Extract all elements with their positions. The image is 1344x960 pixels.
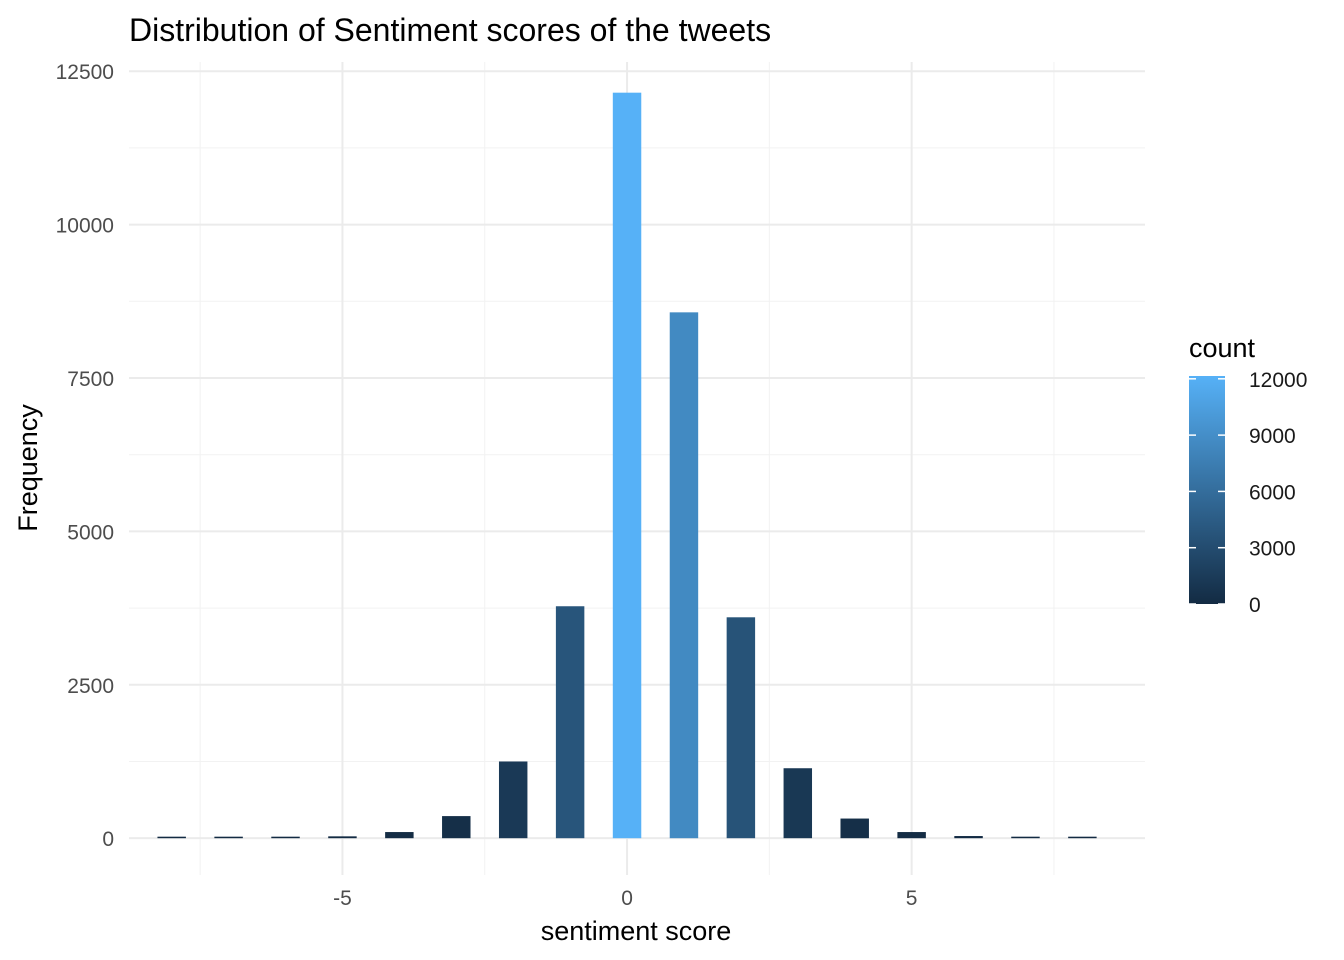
bar — [214, 836, 243, 839]
bar — [555, 606, 585, 839]
y-tick-label: 2500 — [67, 675, 114, 698]
bar — [612, 92, 642, 839]
legend-ticks: 0 3000 6000 9000 12000 — [1189, 369, 1307, 617]
legend-tick-label: 12000 — [1249, 369, 1307, 392]
bar — [1011, 836, 1040, 839]
y-tick-label: 10000 — [56, 215, 114, 238]
legend-title: count — [1189, 333, 1256, 363]
bar — [328, 836, 357, 839]
bar — [498, 761, 528, 839]
x-tick-label: 5 — [906, 887, 918, 910]
bars — [157, 92, 1097, 839]
bar — [897, 832, 926, 839]
bar — [954, 836, 983, 839]
legend-tick-label: 3000 — [1249, 538, 1296, 561]
bar — [726, 617, 756, 839]
x-tick-label: 0 — [621, 887, 633, 910]
bar — [840, 818, 869, 839]
y-axis-ticks: 0 2500 5000 7500 10000 12500 — [56, 61, 114, 851]
x-axis-ticks: -5 0 5 — [333, 887, 917, 910]
bar — [669, 312, 699, 839]
bar — [271, 836, 300, 839]
x-tick-label: -5 — [333, 887, 352, 910]
colorbar — [1189, 376, 1225, 604]
chart-title: Distribution of Sentiment scores of the … — [129, 12, 771, 48]
y-axis-title: Frequency — [13, 404, 43, 532]
bar — [783, 768, 813, 839]
bar — [442, 816, 471, 839]
legend-tick-label: 9000 — [1249, 425, 1296, 448]
y-tick-label: 0 — [102, 828, 114, 851]
colorbar-legend: count 0 3000 6000 9000 12000 — [1189, 333, 1307, 617]
legend-tick-label: 6000 — [1249, 481, 1296, 504]
x-axis-title: sentiment score — [541, 916, 732, 946]
legend-tick-label: 0 — [1249, 594, 1261, 617]
y-tick-label: 12500 — [56, 61, 114, 84]
bar — [1068, 836, 1097, 839]
y-tick-label: 7500 — [67, 368, 114, 391]
y-tick-label: 5000 — [67, 521, 114, 544]
bar — [157, 836, 186, 839]
bar — [385, 832, 414, 839]
